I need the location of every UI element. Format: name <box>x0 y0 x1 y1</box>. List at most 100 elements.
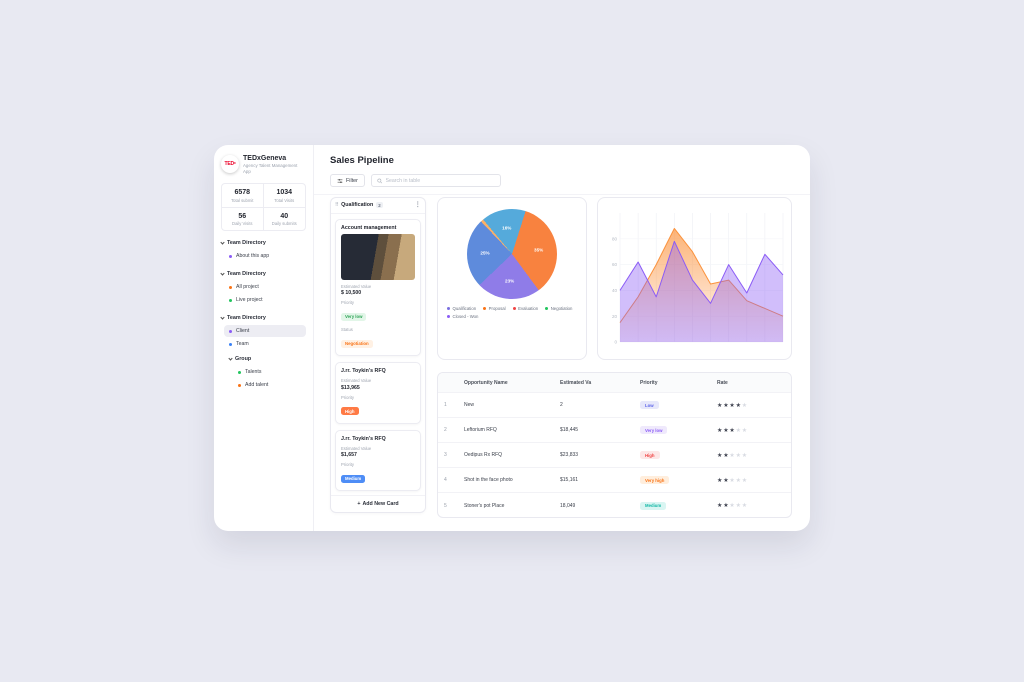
pie-slice-label: 35% <box>534 247 544 253</box>
stat-label: Daily submits <box>271 221 297 227</box>
field-value: $1,657 <box>341 452 357 458</box>
estimated-value: $23,833 <box>560 452 579 458</box>
kanban-card-title: J.rr. Toykin's RFQ <box>341 435 386 442</box>
search-box[interactable] <box>370 174 501 187</box>
chevron-down-icon <box>228 356 233 362</box>
sidebar-item-live-project[interactable]: Live project <box>224 294 306 306</box>
area-chart: 80 60 40 20 0 <box>612 213 784 345</box>
section-title: Team Directory <box>227 240 266 247</box>
star-empty-icon: ★ <box>741 477 748 484</box>
stat-cell: 40 Daily submits <box>264 208 306 231</box>
legend-dot-icon <box>483 307 487 310</box>
legend-item: Evaluation <box>512 306 538 311</box>
sidebar-section-header[interactable]: Team Directory <box>220 315 306 322</box>
app-subtitle: Agency Talent Management App <box>243 163 298 174</box>
brand: TEDˣ TEDxGeneva Agency Talent Management… <box>221 155 306 174</box>
estimated-value: $18,445 <box>560 427 579 433</box>
item-label: Talents <box>245 369 262 376</box>
table-row[interactable]: 4 Shot in the face photo $15,161 Very high ★… <box>438 468 791 493</box>
pie-legend: Qualification Proposal Evaluation Negotiati… <box>438 306 586 319</box>
sidebar-item-about-this-app[interactable]: About this app <box>224 250 306 262</box>
stat-cell: 6578 Total submit <box>222 184 264 208</box>
kanban-card-list: Account management Estimated Value $ 10,50… <box>331 214 425 496</box>
brand-text: TEDxGeneva Agency Talent Management App <box>243 155 306 174</box>
row-index: 1 <box>444 402 447 408</box>
sidebar-item-team[interactable]: Team <box>224 338 306 350</box>
row-index: 3 <box>444 452 447 458</box>
filter-button[interactable]: Filter <box>330 174 365 187</box>
app-title: TEDxGeneva <box>243 155 287 162</box>
add-new-card-button[interactable]: + Add New Card <box>331 495 425 512</box>
section-title: Team Directory <box>227 271 266 278</box>
column-header: Estimated Va <box>560 379 592 386</box>
field-label: Priority <box>341 462 355 467</box>
field-label: Priority <box>341 394 355 400</box>
item-dot-icon <box>229 342 232 346</box>
add-card-label: Add New Card <box>362 501 399 507</box>
star-filled-icon: ★ <box>723 503 730 509</box>
column-header: Opportunity Name <box>464 379 508 386</box>
legend-label: Closed - Won <box>452 314 479 319</box>
pie-chart: 16% 35% 23% 25% <box>467 209 557 299</box>
sidebar-item-client[interactable]: Client <box>224 325 306 338</box>
kanban-card[interactable]: J.rr. Toykin's RFQ Estimated Value $13,965… <box>335 362 421 424</box>
star-filled-icon: ★ <box>717 427 724 434</box>
badge-very-low: Very low <box>341 312 367 321</box>
field-label: Estimated Value <box>341 283 372 289</box>
svg-text:60: 60 <box>612 262 618 267</box>
table-row[interactable]: 2 Leftorium RFQ $18,445 Very low ★★★★★ <box>438 418 791 443</box>
table-row[interactable]: 1 New 2 Low ★★★★★ <box>438 393 791 418</box>
star-empty-icon: ★ <box>735 477 742 484</box>
svg-text:40: 40 <box>612 288 618 293</box>
star-filled-icon: ★ <box>729 402 736 409</box>
kanban-menu-icon[interactable]: ⋮ <box>414 201 422 208</box>
svg-text:80: 80 <box>612 236 618 241</box>
item-dot-icon <box>229 254 232 258</box>
legend-dot-icon <box>545 307 549 310</box>
priority-badge: Very high <box>640 476 670 484</box>
kanban-card[interactable]: J.rr. Toykin's RFQ Estimated Value $1,657 P… <box>335 429 421 491</box>
star-empty-icon: ★ <box>741 402 748 409</box>
header-divider <box>314 194 810 195</box>
star-filled-icon: ★ <box>717 402 724 409</box>
opportunity-name: Leftorium RFQ <box>464 427 497 433</box>
pie-slice-label: 25% <box>480 250 490 256</box>
opportunity-name: Stoner's pot Place <box>464 502 505 509</box>
opportunity-name: Shot in the face photo <box>464 477 513 483</box>
stat-label: Total Visits <box>274 197 295 203</box>
legend-dot-icon <box>447 315 450 318</box>
field-label: Estimated Value <box>341 445 372 451</box>
star-filled-icon: ★ <box>729 427 736 434</box>
field-value: $13,965 <box>341 384 360 391</box>
row-index: 2 <box>444 427 447 433</box>
rating-stars: ★★★★★ <box>717 502 785 509</box>
search-input[interactable] <box>385 177 495 184</box>
pie-slice-label: 16% <box>502 225 512 230</box>
star-empty-icon: ★ <box>735 427 742 434</box>
sidebar-item-talents[interactable]: Talents <box>233 366 306 378</box>
sidebar-item-all-project[interactable]: All project <box>224 281 306 293</box>
drag-handle-icon[interactable]: ⠿ <box>335 202 339 209</box>
item-label: Live project <box>236 297 263 304</box>
sidebar-item-add-talent[interactable]: Add talent <box>233 379 306 391</box>
star-filled-icon: ★ <box>723 477 730 484</box>
star-empty-icon: ★ <box>741 503 748 509</box>
table-row[interactable]: 3 Oedipus Rx RFQ $23,833 High ★★★★★ <box>438 443 791 468</box>
estimated-value: 2 <box>560 402 563 408</box>
table-row[interactable]: 5 Stoner's pot Place 18,049 Medium ★★★★★ <box>438 493 791 517</box>
item-dot-icon <box>229 298 232 302</box>
kanban-card-title: J.rr. Toykin's RFQ <box>341 368 386 374</box>
star-empty-icon: ★ <box>741 452 748 459</box>
estimated-value: 18,049 <box>560 502 576 509</box>
rating-stars: ★★★★★ <box>717 477 785 484</box>
kanban-card[interactable]: Account management Estimated Value $ 10,50… <box>335 218 421 356</box>
stat-value: 40 <box>280 212 289 220</box>
sidebar-section-header[interactable]: Team Directory <box>220 271 306 278</box>
priority-badge: High <box>640 451 660 459</box>
legend-dot-icon <box>512 307 516 310</box>
item-label: Add talent <box>245 382 269 389</box>
sidebar-group-header[interactable]: Group <box>228 356 306 362</box>
app-window: TEDˣ TEDxGeneva Agency Talent Management… <box>214 145 810 531</box>
sidebar-section-header[interactable]: Team Directory <box>220 240 306 247</box>
section-title: Team Directory <box>227 315 266 322</box>
